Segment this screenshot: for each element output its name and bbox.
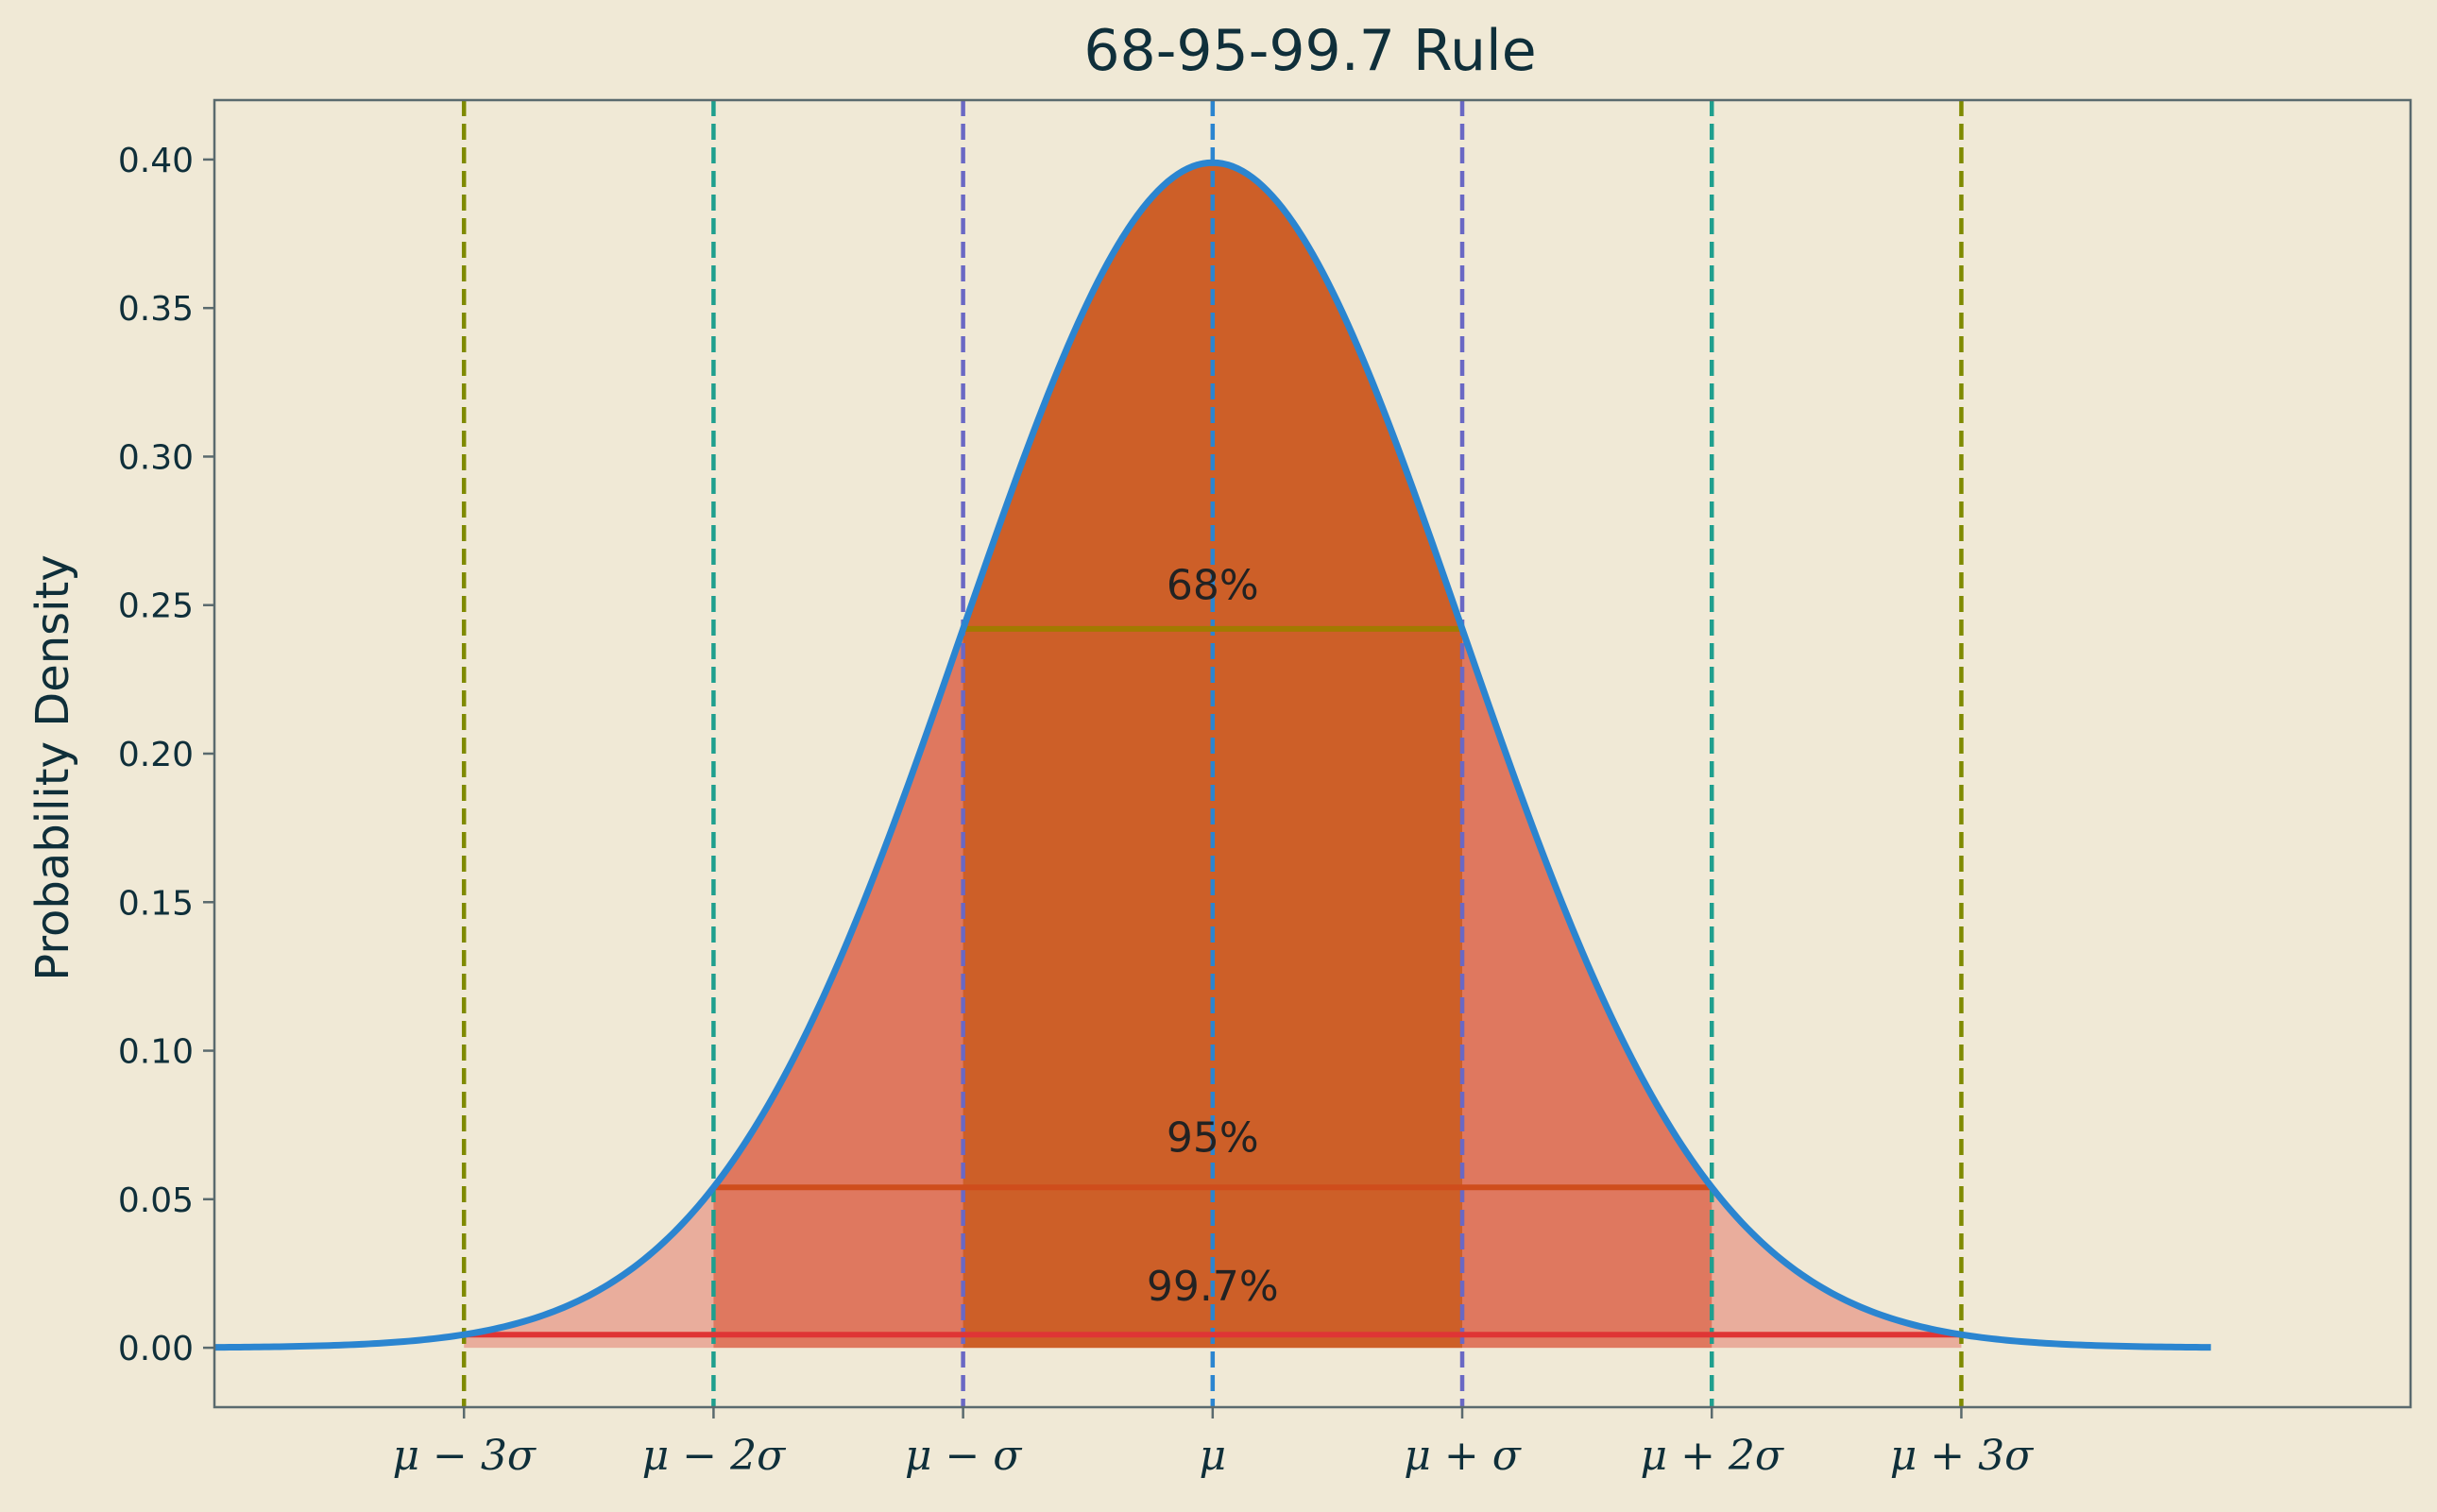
shaded-region-3 (963, 162, 1463, 1349)
y-axis-ticks: 0.00 0.05 0.10 0.15 0.20 0.25 0.30 0.35 0.40 (118, 142, 214, 1368)
x-tick-label-4: μ + σ (1404, 1432, 1522, 1480)
y-tick-label-5: 0.25 (118, 587, 194, 626)
x-tick-label-1: μ − 2σ (642, 1432, 787, 1480)
y-tick-label-1: 0.05 (118, 1181, 194, 1220)
y-tick-label-8: 0.40 (118, 142, 194, 180)
density-curve (213, 159, 2211, 1351)
coverage-bands (464, 625, 1962, 1338)
coverage-label-2: 95% (1167, 1113, 1259, 1162)
coverage-labels: 68% 95% 99.7% (1147, 561, 1279, 1310)
y-axis-label: Probability Density (26, 554, 79, 980)
x-tick-label-5: μ + 2σ (1640, 1432, 1784, 1480)
y-tick-label-0: 0.00 (118, 1330, 194, 1368)
y-tick-label-2: 0.10 (118, 1033, 194, 1072)
x-tick-label-6: μ + 3σ (1890, 1432, 2035, 1480)
x-tick-label-2: μ − σ (905, 1432, 1023, 1480)
coverage-label-1: 68% (1167, 561, 1259, 609)
coverage-label-3: 99.7% (1147, 1263, 1279, 1311)
y-tick-label-6: 0.30 (118, 438, 194, 477)
density-curve-layer (213, 159, 2211, 1351)
y-tick-label-4: 0.20 (118, 736, 194, 774)
x-axis-ticks: μ − 3σ μ − 2σ μ − σ μ μ + σ μ + 2σ μ + 3σ (392, 1407, 2035, 1480)
y-tick-label-7: 0.35 (118, 290, 194, 329)
sigma-reference-lines (461, 100, 1964, 1407)
y-tick-label-3: 0.15 (118, 884, 194, 923)
x-tick-label-3: μ (1200, 1432, 1227, 1480)
x-tick-label-0: μ − 3σ (392, 1432, 537, 1480)
chart-title: 68-95-99.7 Rule (1083, 18, 1536, 84)
